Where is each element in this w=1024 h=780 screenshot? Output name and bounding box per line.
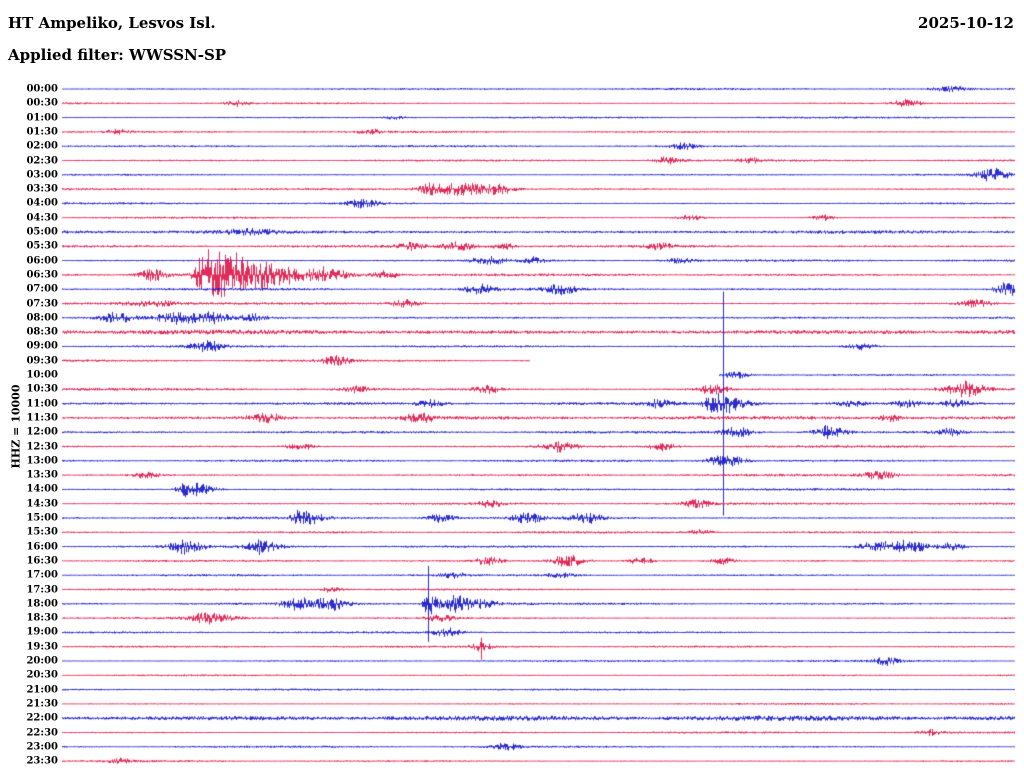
time-label-1930: 19:30 xyxy=(26,640,58,652)
time-label-0500: 05:00 xyxy=(26,226,58,238)
time-label-0930: 09:30 xyxy=(26,354,58,366)
time-label-0700: 07:00 xyxy=(26,283,58,295)
time-label-2200: 22:00 xyxy=(26,712,58,724)
time-label-1000: 10:00 xyxy=(26,369,58,381)
time-label-0800: 08:00 xyxy=(26,312,58,324)
time-label-1130: 11:30 xyxy=(26,412,58,424)
time-label-1400: 14:00 xyxy=(26,483,58,495)
time-label-1600: 16:00 xyxy=(26,540,58,552)
time-label-0400: 04:00 xyxy=(26,197,58,209)
time-label-0830: 08:30 xyxy=(26,326,58,338)
time-label-0900: 09:00 xyxy=(26,340,58,352)
time-label-0000: 00:00 xyxy=(26,83,58,95)
time-label-1330: 13:30 xyxy=(26,469,58,481)
time-label-0730: 07:30 xyxy=(26,297,58,309)
time-label-0430: 04:30 xyxy=(26,211,58,223)
time-label-1500: 15:00 xyxy=(26,512,58,524)
time-label-0030: 00:30 xyxy=(26,97,58,109)
time-label-2230: 22:30 xyxy=(26,726,58,738)
time-label-1630: 16:30 xyxy=(26,555,58,567)
time-label-2000: 20:00 xyxy=(26,655,58,667)
time-label-1100: 11:00 xyxy=(26,397,58,409)
time-label-0230: 02:30 xyxy=(26,154,58,166)
time-label-0600: 06:00 xyxy=(26,254,58,266)
time-label-0100: 01:00 xyxy=(26,111,58,123)
time-label-2130: 21:30 xyxy=(26,698,58,710)
time-label-1430: 14:30 xyxy=(26,497,58,509)
time-label-1300: 13:00 xyxy=(26,455,58,467)
time-label-1200: 12:00 xyxy=(26,426,58,438)
time-axis-labels: 00:00 00:30 01:00 01:30 02:00 02:30 03:00 03:30… xyxy=(0,0,58,780)
time-label-2300: 23:00 xyxy=(26,741,58,753)
time-label-0300: 03:00 xyxy=(26,169,58,181)
time-label-2030: 20:30 xyxy=(26,669,58,681)
time-label-1030: 10:30 xyxy=(26,383,58,395)
time-label-1900: 19:00 xyxy=(26,626,58,638)
time-label-0630: 06:30 xyxy=(26,269,58,281)
time-label-1700: 17:00 xyxy=(26,569,58,581)
time-label-1530: 15:30 xyxy=(26,526,58,538)
time-label-1800: 18:00 xyxy=(26,598,58,610)
time-label-0330: 03:30 xyxy=(26,183,58,195)
time-label-0200: 02:00 xyxy=(26,140,58,152)
time-label-1830: 18:30 xyxy=(26,612,58,624)
time-label-1730: 17:30 xyxy=(26,583,58,595)
time-label-1230: 12:30 xyxy=(26,440,58,452)
time-label-0530: 05:30 xyxy=(26,240,58,252)
time-label-2100: 21:00 xyxy=(26,683,58,695)
time-label-2330: 23:30 xyxy=(26,755,58,767)
time-label-0130: 01:30 xyxy=(26,126,58,138)
